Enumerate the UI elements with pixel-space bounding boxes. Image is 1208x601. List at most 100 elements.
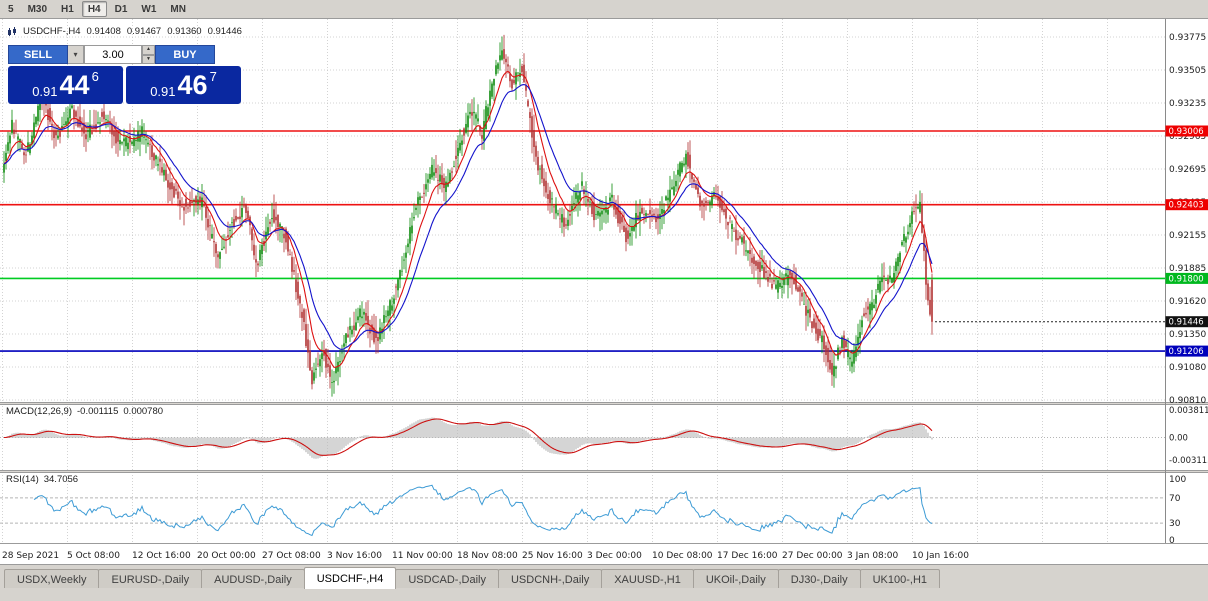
time-axis-label: 18 Nov 08:00 bbox=[457, 551, 518, 561]
macd-histogram-bar bbox=[113, 437, 115, 438]
volume-dropdown-button[interactable]: ▾ bbox=[68, 45, 84, 64]
volume-down-button[interactable]: ▼ bbox=[142, 54, 155, 64]
candle bbox=[11, 119, 13, 134]
chart-canvas[interactable]: 0.93775 0.93505 0.93235 0.92965 0.92695 0.924… bbox=[0, 19, 1208, 564]
macd-histogram-bar bbox=[227, 437, 229, 448]
candle bbox=[417, 197, 419, 205]
candle bbox=[423, 192, 425, 194]
chart-tab[interactable]: UK100-,H1 bbox=[859, 569, 941, 589]
buy-price-panel[interactable]: 0.91 46 7 bbox=[126, 66, 241, 104]
time-axis-label: 12 Oct 16:00 bbox=[132, 551, 191, 561]
macd-histogram-bar bbox=[693, 431, 695, 438]
macd-histogram-bar bbox=[697, 433, 699, 438]
macd-histogram-bar bbox=[567, 437, 569, 455]
chart-tab[interactable]: AUDUSD-,Daily bbox=[201, 569, 305, 589]
macd-histogram-bar bbox=[413, 422, 415, 438]
candle bbox=[689, 154, 691, 169]
time-axis[interactable]: 28 Sep 2021 5 Oct 08:00 12 Oct 16:00 20 Oct… bbox=[2, 551, 969, 561]
chart-tab[interactable]: DJ30-,Daily bbox=[777, 569, 861, 589]
timeframe-button-m30[interactable]: M30 bbox=[27, 3, 48, 15]
macd-histogram-bar bbox=[751, 437, 753, 447]
chart-tab[interactable]: XAUUSD-,H1 bbox=[601, 569, 694, 589]
candle bbox=[495, 65, 497, 75]
candle bbox=[761, 265, 763, 269]
macd-histogram-bar bbox=[895, 428, 897, 438]
candle bbox=[583, 189, 585, 195]
candle bbox=[773, 280, 775, 282]
candle bbox=[545, 180, 547, 193]
candle bbox=[413, 217, 415, 219]
candle bbox=[217, 254, 219, 258]
macd-histogram-bar bbox=[909, 424, 911, 438]
macd-histogram-bar bbox=[907, 425, 909, 438]
macd-histogram-bar bbox=[471, 421, 473, 438]
candle bbox=[121, 142, 123, 144]
candle bbox=[57, 135, 59, 139]
chart-tab[interactable]: USDX,Weekly bbox=[4, 569, 100, 589]
candle bbox=[777, 280, 779, 293]
timeframe-button-5[interactable]: 5 bbox=[8, 3, 14, 15]
macd-histogram-bar bbox=[891, 429, 893, 438]
candle bbox=[401, 270, 403, 272]
chart-tab[interactable]: EURUSD-,Daily bbox=[98, 569, 203, 589]
candle bbox=[851, 361, 853, 367]
price-scale-label: 0.91620 bbox=[1169, 297, 1206, 307]
candle bbox=[427, 179, 429, 183]
candle bbox=[691, 173, 693, 180]
volume-input[interactable] bbox=[84, 45, 142, 64]
macd-histogram-bar bbox=[469, 421, 471, 438]
candle bbox=[819, 329, 821, 336]
sell-price-panel[interactable]: 0.91 44 6 bbox=[8, 66, 123, 104]
rsi-indicator-header: RSI(14) 34.7056 bbox=[6, 474, 78, 485]
macd-histogram-bar bbox=[335, 437, 337, 454]
chart-tab[interactable]: USDCHF-,H4 bbox=[303, 567, 397, 589]
macd-histogram-bar bbox=[657, 437, 659, 439]
candle bbox=[531, 116, 533, 138]
candle bbox=[751, 257, 753, 263]
macd-histogram-bar bbox=[173, 437, 175, 447]
candle bbox=[887, 279, 889, 285]
candle bbox=[543, 178, 545, 187]
candle bbox=[419, 196, 421, 200]
time-axis-label: 20 Oct 00:00 bbox=[197, 551, 256, 561]
sell-button[interactable]: SELL bbox=[8, 45, 68, 64]
price-scale-label: 0.92695 bbox=[1169, 165, 1206, 175]
macd-histogram-bar bbox=[531, 436, 533, 438]
macd-histogram-bar bbox=[47, 430, 49, 438]
candle bbox=[813, 318, 815, 328]
chart-tab[interactable]: USDCAD-,Daily bbox=[395, 569, 499, 589]
macd-histogram-bar bbox=[683, 430, 685, 438]
timeframe-button-d1[interactable]: D1 bbox=[114, 3, 128, 15]
candle bbox=[745, 250, 747, 252]
candle bbox=[395, 286, 397, 288]
macd-histogram-bar bbox=[191, 437, 193, 447]
candle bbox=[783, 277, 785, 285]
candle bbox=[575, 192, 577, 199]
candle bbox=[33, 122, 35, 138]
macd-histogram-bar bbox=[647, 437, 649, 440]
macd-histogram-bar bbox=[423, 418, 425, 438]
candle bbox=[137, 131, 139, 142]
candle bbox=[231, 222, 233, 224]
candle bbox=[885, 280, 887, 281]
buy-button[interactable]: BUY bbox=[155, 45, 215, 64]
candle bbox=[215, 244, 217, 254]
macd-histogram-bar bbox=[777, 437, 779, 448]
macd-histogram-bar bbox=[533, 437, 535, 440]
candle bbox=[535, 145, 537, 157]
macd-histogram-bar bbox=[645, 437, 647, 440]
macd-histogram-bar bbox=[275, 437, 277, 439]
timeframe-button-mn[interactable]: MN bbox=[170, 3, 186, 15]
macd-histogram-bar bbox=[763, 437, 765, 448]
candle bbox=[589, 201, 591, 203]
buy-price-pip: 7 bbox=[209, 69, 217, 84]
timeframe-button-h4[interactable]: H4 bbox=[81, 1, 107, 17]
volume-up-button[interactable]: ▲ bbox=[142, 45, 155, 55]
macd-histogram-bar bbox=[55, 434, 57, 438]
chart-tab[interactable]: UKOil-,Daily bbox=[692, 569, 779, 589]
timeframe-button-w1[interactable]: W1 bbox=[141, 3, 157, 15]
chart-tab[interactable]: USDCNH-,Daily bbox=[497, 569, 603, 589]
chart-background bbox=[0, 19, 1208, 564]
candle bbox=[799, 286, 801, 292]
timeframe-button-h1[interactable]: H1 bbox=[61, 3, 74, 15]
